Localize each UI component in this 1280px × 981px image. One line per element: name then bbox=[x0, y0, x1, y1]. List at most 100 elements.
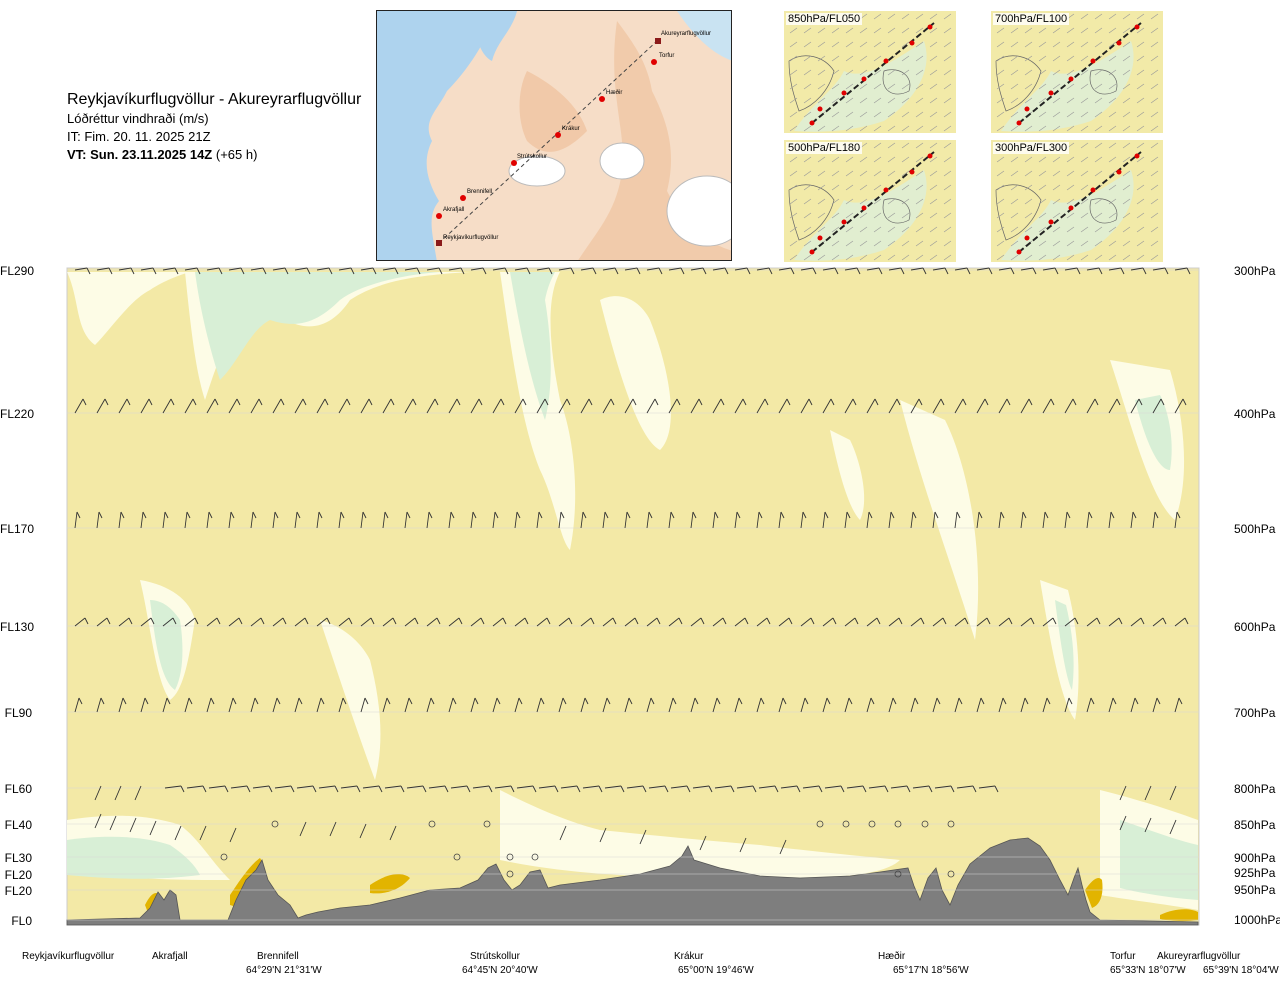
wind-barb-flag bbox=[478, 398, 483, 406]
wind-barb-flag bbox=[196, 267, 201, 275]
mini-map-wind-barb bbox=[1094, 240, 1103, 247]
wind-barb bbox=[910, 511, 914, 529]
wind-barb bbox=[206, 267, 220, 271]
wind-barb-flag bbox=[504, 267, 509, 275]
mini-map-wind-barb bbox=[1136, 226, 1145, 233]
wind-barb bbox=[494, 785, 512, 789]
mini-map-wind-barb bbox=[1122, 111, 1131, 118]
wind-barb-flag bbox=[918, 398, 923, 406]
wind-barb-flag bbox=[384, 511, 389, 519]
mini-map-wind-barb bbox=[803, 97, 812, 104]
wind-barb-flag bbox=[378, 785, 383, 793]
wind-barb-flag bbox=[1050, 398, 1055, 406]
wind-barb-flag bbox=[906, 785, 911, 793]
wind-barb bbox=[910, 697, 916, 713]
mini-map-waypoint bbox=[1024, 235, 1030, 241]
wind-barb-flag bbox=[202, 785, 207, 793]
mini-map-wind-barb bbox=[1122, 142, 1131, 149]
wind-barb-flag bbox=[1110, 511, 1115, 519]
title-block: Reykjavíkurflugvöllur - Akureyrarflugvöl… bbox=[67, 90, 387, 164]
wind-barb bbox=[912, 785, 930, 789]
wind-barb bbox=[954, 697, 960, 713]
torfur-marker bbox=[651, 59, 657, 65]
wind-barb bbox=[734, 267, 748, 271]
mini-map-wind-barb bbox=[1108, 125, 1117, 132]
wind-barb-flag bbox=[306, 267, 311, 275]
mini-map-wind-barb bbox=[1080, 111, 1089, 118]
wind-barb bbox=[932, 511, 936, 529]
mini-map-wind-barb bbox=[915, 41, 924, 48]
mini-map-wind-barb bbox=[1122, 125, 1131, 132]
wind-barb bbox=[646, 617, 658, 627]
wind-barb bbox=[692, 785, 710, 789]
mini-map-wind-barb bbox=[873, 111, 882, 118]
mini-map-wind-barb bbox=[1024, 41, 1033, 48]
mini-map-wind-barb bbox=[817, 125, 826, 132]
mini-map-wind-barb bbox=[1024, 170, 1033, 177]
wind-barb-flag bbox=[590, 617, 595, 625]
wind-barb-flag bbox=[262, 267, 267, 275]
wind-barb bbox=[74, 398, 84, 414]
mini-map-wind-barb bbox=[1038, 184, 1047, 191]
mini-map-wind-barb bbox=[817, 184, 826, 191]
mini-map-wind-barb bbox=[831, 212, 840, 219]
map-label-akureyri: Akureyrarflugvöllur bbox=[661, 31, 711, 37]
wind-barb bbox=[538, 785, 556, 789]
wind-barb bbox=[404, 398, 414, 414]
location-coord: 65°39'N 18°04'W bbox=[1203, 965, 1279, 976]
wind-barb bbox=[978, 785, 996, 789]
mini-map-wind-barb bbox=[789, 27, 798, 34]
mini-map-wind-barb bbox=[845, 111, 854, 118]
mini-map-wind-barb bbox=[887, 97, 896, 104]
wind-barb-flag bbox=[700, 617, 705, 625]
wind-barb bbox=[736, 785, 754, 789]
mini-map-wind-barb bbox=[943, 83, 952, 90]
wind-barb-flag bbox=[1182, 398, 1187, 406]
mini-map-wind-barb bbox=[859, 125, 868, 132]
wind-barb-flag bbox=[500, 398, 505, 406]
mini-map-waypoint bbox=[817, 106, 823, 112]
mini-map-wind-barb bbox=[901, 13, 910, 20]
mini-map-wind-barb bbox=[996, 41, 1005, 48]
wind-barb-flag bbox=[896, 398, 901, 406]
mini-map-wind-barb bbox=[1038, 212, 1047, 219]
wind-barb bbox=[338, 617, 350, 627]
wind-barb bbox=[1174, 697, 1180, 713]
wind-barb bbox=[890, 785, 908, 789]
wind-barb bbox=[448, 511, 452, 529]
mini-map-wind-barb bbox=[1108, 111, 1117, 118]
wind-barb-flag bbox=[320, 697, 325, 705]
map-label-krakur: Krákur bbox=[562, 126, 580, 132]
mini-map-wind-barb bbox=[915, 184, 924, 191]
hpa-label: 950hPa bbox=[1234, 883, 1276, 897]
mini-map-wind-barb bbox=[845, 55, 854, 62]
mini-map-wind-barb bbox=[789, 41, 798, 48]
wind-barb-flag bbox=[914, 697, 919, 705]
mini-map-wind-barb bbox=[789, 83, 798, 90]
mini-map-wind-barb bbox=[1010, 41, 1019, 48]
mini-map-wind-barb bbox=[845, 240, 854, 247]
wind-barb-flag bbox=[746, 267, 751, 275]
wind-barb-flag bbox=[348, 617, 353, 625]
mini-map-wind-barb bbox=[1038, 156, 1047, 163]
wind-barb bbox=[338, 511, 342, 529]
mini-map-wind-barb bbox=[817, 156, 826, 163]
wind-barb-flag bbox=[950, 785, 955, 793]
mini-map-wind-barb bbox=[1094, 69, 1103, 76]
wind-barb-flag bbox=[774, 785, 779, 793]
wind-barb-flag bbox=[210, 697, 215, 705]
mini-map-wind-barb bbox=[1150, 184, 1159, 191]
mini-map-wind-barb bbox=[1094, 198, 1103, 205]
wind-barb bbox=[514, 697, 520, 713]
mini-map-wind-barb bbox=[996, 212, 1005, 219]
wind-barb-flag bbox=[290, 785, 295, 793]
mini-map-wind-barb bbox=[845, 170, 854, 177]
mini-map-wind-barb bbox=[1066, 125, 1075, 132]
wind-barb-flag bbox=[318, 511, 323, 519]
mini-map-waypoint bbox=[1024, 106, 1030, 112]
mini-map-waypoint bbox=[1016, 249, 1022, 255]
wind-barb-flag bbox=[868, 511, 873, 519]
wind-barb bbox=[778, 267, 792, 271]
mini-map-wind-barb bbox=[996, 83, 1005, 90]
mini-map-svg bbox=[995, 13, 1159, 132]
